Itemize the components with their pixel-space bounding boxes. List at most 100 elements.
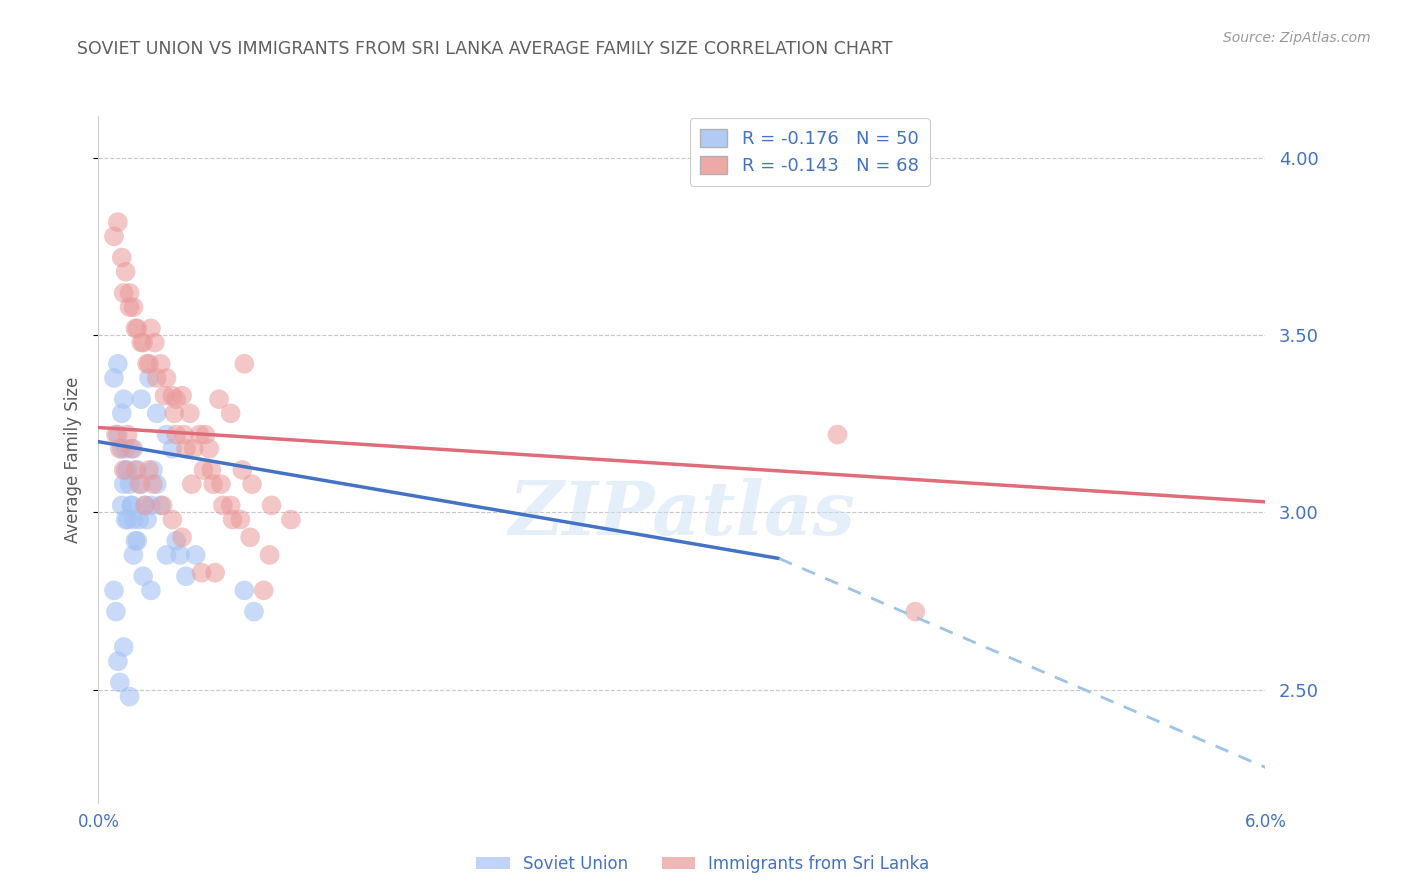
Point xyxy=(243,605,266,619)
Point xyxy=(117,463,139,477)
Point xyxy=(229,512,252,526)
Point xyxy=(118,300,141,314)
Point xyxy=(170,530,193,544)
Point xyxy=(121,442,143,456)
Point xyxy=(134,499,156,513)
Point xyxy=(155,548,177,562)
Point xyxy=(122,300,145,314)
Point xyxy=(152,499,174,513)
Point xyxy=(212,499,235,513)
Point xyxy=(208,392,231,407)
Point xyxy=(118,690,141,704)
Point xyxy=(112,477,135,491)
Point xyxy=(233,357,256,371)
Point xyxy=(142,463,165,477)
Point xyxy=(162,389,184,403)
Y-axis label: Average Family Size: Average Family Size xyxy=(65,376,83,542)
Point xyxy=(107,357,129,371)
Point xyxy=(127,321,149,335)
Point xyxy=(219,406,242,420)
Point xyxy=(124,463,146,477)
Point xyxy=(146,406,169,420)
Point xyxy=(188,427,211,442)
Text: SOVIET UNION VS IMMIGRANTS FROM SRI LANKA AVERAGE FAMILY SIZE CORRELATION CHART: SOVIET UNION VS IMMIGRANTS FROM SRI LANK… xyxy=(77,40,893,58)
Point xyxy=(114,463,136,477)
Point xyxy=(904,605,927,619)
Point xyxy=(136,357,159,371)
Point xyxy=(204,566,226,580)
Point xyxy=(138,463,160,477)
Point xyxy=(173,427,195,442)
Point xyxy=(827,427,849,442)
Text: ZIPatlas: ZIPatlas xyxy=(509,478,855,550)
Point xyxy=(231,463,253,477)
Point xyxy=(129,477,152,491)
Point xyxy=(108,442,131,456)
Point xyxy=(128,477,150,491)
Point xyxy=(117,512,139,526)
Point xyxy=(165,427,187,442)
Point xyxy=(129,335,152,350)
Point xyxy=(194,427,217,442)
Point xyxy=(200,463,222,477)
Point xyxy=(121,499,143,513)
Point xyxy=(190,566,212,580)
Point xyxy=(139,499,162,513)
Point xyxy=(165,533,187,548)
Point xyxy=(112,285,135,300)
Text: Source: ZipAtlas.com: Source: ZipAtlas.com xyxy=(1223,31,1371,45)
Point xyxy=(138,357,160,371)
Point xyxy=(132,335,155,350)
Point xyxy=(240,477,263,491)
Point xyxy=(121,499,143,513)
Point xyxy=(193,463,215,477)
Point xyxy=(221,512,243,526)
Point xyxy=(134,499,156,513)
Point xyxy=(108,675,131,690)
Point xyxy=(124,533,146,548)
Point xyxy=(146,371,169,385)
Point xyxy=(239,530,262,544)
Point xyxy=(118,285,141,300)
Point xyxy=(114,512,136,526)
Point xyxy=(209,477,232,491)
Point xyxy=(233,583,256,598)
Point xyxy=(111,251,134,265)
Point xyxy=(103,583,125,598)
Legend: R = -0.176   N = 50, R = -0.143   N = 68: R = -0.176 N = 50, R = -0.143 N = 68 xyxy=(689,118,929,186)
Point xyxy=(155,371,177,385)
Point xyxy=(162,442,184,456)
Point xyxy=(111,442,134,456)
Point xyxy=(107,427,129,442)
Point xyxy=(122,548,145,562)
Point xyxy=(146,477,169,491)
Point xyxy=(118,477,141,491)
Point xyxy=(139,321,162,335)
Point xyxy=(122,512,145,526)
Point xyxy=(112,463,135,477)
Point xyxy=(136,512,159,526)
Point xyxy=(142,477,165,491)
Point xyxy=(104,605,127,619)
Point xyxy=(127,463,149,477)
Point xyxy=(163,406,186,420)
Point xyxy=(162,512,184,526)
Point xyxy=(198,442,221,456)
Point xyxy=(128,512,150,526)
Point xyxy=(111,406,134,420)
Point xyxy=(111,499,134,513)
Point xyxy=(114,442,136,456)
Point xyxy=(219,499,242,513)
Point xyxy=(132,569,155,583)
Point xyxy=(180,477,202,491)
Point xyxy=(104,427,127,442)
Point xyxy=(103,371,125,385)
Point xyxy=(259,548,281,562)
Point xyxy=(260,499,283,513)
Point xyxy=(149,499,172,513)
Point xyxy=(124,321,146,335)
Point xyxy=(122,442,145,456)
Point xyxy=(112,640,135,654)
Point xyxy=(165,392,187,407)
Point xyxy=(117,427,139,442)
